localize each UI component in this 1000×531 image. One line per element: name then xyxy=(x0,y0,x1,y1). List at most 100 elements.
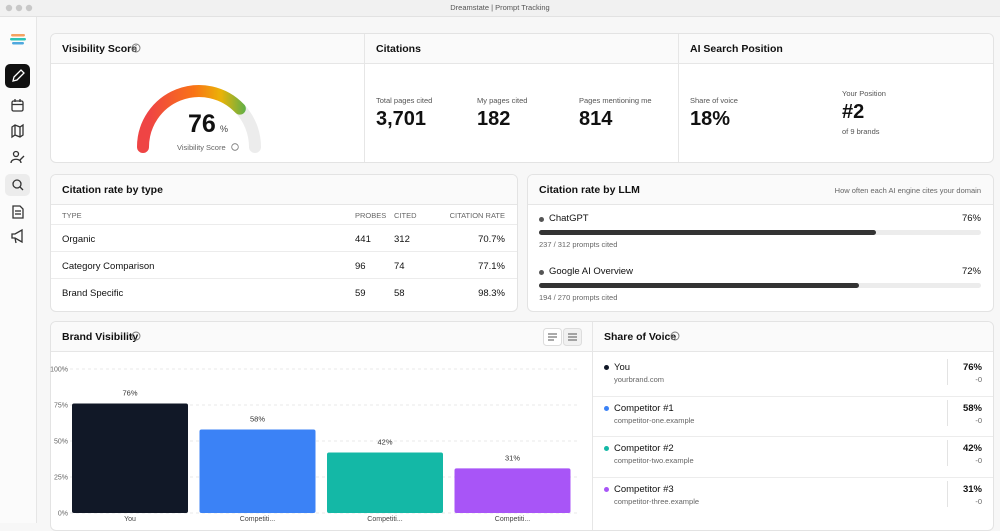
x-tick-label: You xyxy=(124,516,136,523)
value-divider xyxy=(947,359,948,385)
x-tick-label: Competiti... xyxy=(495,516,530,523)
close-button[interactable] xyxy=(5,4,13,12)
edit-icon[interactable] xyxy=(12,69,25,82)
color-dot xyxy=(604,365,609,370)
type-cell: Brand Specific xyxy=(62,288,124,299)
share-value: 42% xyxy=(962,443,982,454)
value-divider xyxy=(947,440,948,466)
llm-bar xyxy=(539,230,877,235)
bar-value-label: 76% xyxy=(122,389,137,398)
column-header: PROBES xyxy=(355,211,387,220)
search-nav-hover[interactable] xyxy=(5,174,30,196)
info-icon[interactable] xyxy=(131,43,141,53)
row-divider xyxy=(593,476,993,478)
info-icon[interactable] xyxy=(131,331,141,341)
score-unit: % xyxy=(220,124,229,134)
type-cell: Category Comparison xyxy=(62,261,155,272)
value-divider xyxy=(947,399,948,426)
score-caption: Visibility Score xyxy=(177,143,226,152)
edit-nav-active[interactable] xyxy=(5,64,30,88)
cited-cell: 312 xyxy=(394,234,410,245)
position-label: Your Position xyxy=(842,89,886,98)
visibility-title: Visibility Score xyxy=(62,43,138,55)
brand-domain: yourbrand.com xyxy=(614,375,665,384)
bar xyxy=(199,429,316,513)
value-divider xyxy=(947,480,948,507)
share-change: -0 xyxy=(975,375,982,384)
document-icon[interactable] xyxy=(12,205,24,219)
gauge-fill xyxy=(137,85,246,153)
view-toggle[interactable] xyxy=(543,328,583,346)
sidebar-icons xyxy=(5,34,30,244)
y-tick-label: 100% xyxy=(50,367,68,374)
card-header xyxy=(51,322,993,352)
brand-domain: competitor-one.example xyxy=(614,415,695,425)
gauge xyxy=(137,85,261,153)
rate-cell: 98.3% xyxy=(478,288,505,299)
card-title: Citation rate by type xyxy=(62,184,163,196)
metric-label: My pages cited xyxy=(477,96,528,105)
window-controls[interactable] xyxy=(4,3,44,13)
metric-value: 814 xyxy=(579,108,613,130)
brand-domain: competitor-three.example xyxy=(614,496,700,506)
row-divider xyxy=(51,251,517,252)
bar-chart: 0% 25% 50% 75% 100% 76% You 58% Competiti... 42% C… xyxy=(50,367,580,523)
metric-value: 182 xyxy=(477,108,511,130)
probes-cell: 96 xyxy=(355,261,366,272)
citations-title: Citations xyxy=(376,43,421,55)
metric-label: Total pages cited xyxy=(376,96,433,105)
type-cell: Organic xyxy=(62,234,96,245)
card-title: Brand Visibility xyxy=(62,331,139,343)
minimize-button[interactable] xyxy=(15,4,23,12)
users-icon[interactable] xyxy=(10,150,25,164)
megaphone-icon[interactable] xyxy=(11,228,23,244)
x-tick-label: Competiti... xyxy=(240,516,275,523)
bar-value-label: 58% xyxy=(250,414,265,423)
search-icon[interactable] xyxy=(12,179,24,191)
rate-cell: 70.7% xyxy=(478,234,505,245)
row-divider xyxy=(593,436,993,437)
rate-cell: 77.1% xyxy=(478,261,505,272)
logo[interactable] xyxy=(10,34,26,45)
window-title: Dreamstate | Prompt Tracking xyxy=(450,3,550,12)
brand-name: Competitor #1 xyxy=(614,402,674,414)
y-tick-label: 0% xyxy=(58,511,68,518)
zoom-button[interactable] xyxy=(25,4,33,12)
llm-dot xyxy=(539,217,544,222)
y-tick-label: 50% xyxy=(54,439,68,446)
map-icon[interactable] xyxy=(11,123,24,139)
info-icon[interactable] xyxy=(670,331,680,341)
llm-rate: 72% xyxy=(961,266,981,277)
ai-search-title: AI Search Position xyxy=(690,43,783,55)
share-label: Share of voice xyxy=(690,96,738,105)
bar xyxy=(72,403,188,513)
cited-cell: 58 xyxy=(394,288,405,299)
position-value: #2 xyxy=(842,101,865,123)
bar xyxy=(327,452,443,513)
divider xyxy=(364,34,365,162)
title-bar: Dreamstate | Prompt Tracking xyxy=(0,0,1000,17)
info-icon[interactable] xyxy=(231,143,239,151)
share-value: 18% xyxy=(690,108,731,130)
summary-header xyxy=(51,34,993,64)
bar-value-label: 31% xyxy=(505,453,520,462)
x-tick-label: Competiti... xyxy=(367,516,402,523)
metric-value: 3,701 xyxy=(376,108,427,130)
card-header xyxy=(51,175,517,205)
brand-name: Competitor #3 xyxy=(614,483,674,495)
citation-llm-card: Citation rate by LLM How often each AI e… xyxy=(527,174,994,312)
share-change: -0 xyxy=(975,456,982,465)
column-header: CITATION RATE xyxy=(449,211,505,220)
llm-rate: 76% xyxy=(961,213,981,224)
card-header xyxy=(528,175,993,205)
row-divider xyxy=(593,395,993,397)
row-divider xyxy=(51,224,517,225)
calendar-icon[interactable] xyxy=(11,99,24,112)
llm-bar xyxy=(539,283,859,288)
column-header: CITED xyxy=(394,211,417,220)
column-header: TYPE xyxy=(62,211,82,220)
divider xyxy=(592,322,593,530)
color-dot xyxy=(604,405,609,411)
metric-label: Pages mentioning me xyxy=(579,96,652,105)
